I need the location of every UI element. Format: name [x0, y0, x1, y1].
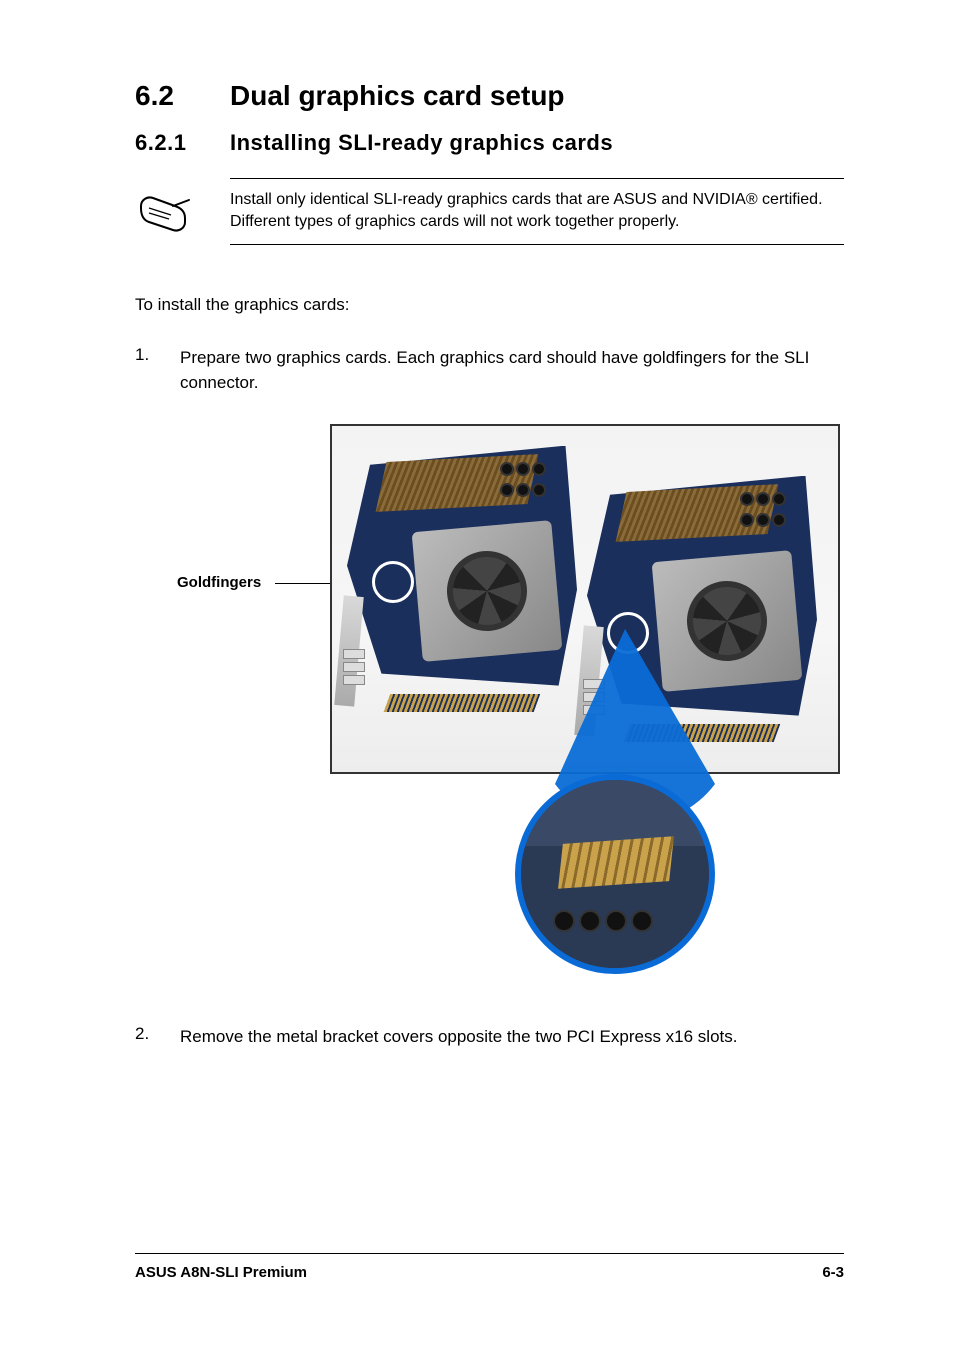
subsection-number: 6.2.1: [135, 130, 230, 156]
hand-note-icon: [135, 188, 195, 234]
gpu-card-right: [587, 476, 817, 736]
page-footer: ASUS A8N-SLI Premium 6-3: [135, 1253, 844, 1281]
section-heading: 6.2 Dual graphics card setup: [135, 80, 844, 112]
subsection-heading: 6.2.1 Installing SLI-ready graphics card…: [135, 130, 844, 156]
goldfinger-highlight-left: [372, 561, 414, 603]
step-number: 1.: [135, 345, 180, 396]
section-number: 6.2: [135, 80, 230, 112]
zoom-inset-goldfingers: [515, 774, 715, 974]
step-2: 2. Remove the metal bracket covers oppos…: [135, 1024, 844, 1050]
note-text: Install only identical SLI-ready graphic…: [230, 178, 844, 245]
note-icon-column: [135, 178, 230, 239]
footer-product: ASUS A8N-SLI Premium: [135, 1264, 307, 1281]
figure-goldfingers: Goldfingers: [135, 424, 844, 984]
manual-page: 6.2 Dual graphics card setup 6.2.1 Insta…: [0, 0, 954, 1351]
footer-page-number: 6-3: [822, 1264, 844, 1281]
figure-label: Goldfingers: [177, 574, 261, 591]
photo-graphics-cards: [330, 424, 840, 774]
figure-label-leader-line: [275, 583, 330, 584]
step-1: 1. Prepare two graphics cards. Each grap…: [135, 345, 844, 396]
subsection-title: Installing SLI-ready graphics cards: [230, 130, 613, 156]
step-text: Remove the metal bracket covers opposite…: [180, 1024, 844, 1050]
step-text: Prepare two graphics cards. Each graphic…: [180, 345, 844, 396]
step-number: 2.: [135, 1024, 180, 1050]
note-callout: Install only identical SLI-ready graphic…: [135, 178, 844, 245]
zoom-goldfingers: [558, 836, 674, 889]
goldfinger-highlight-right: [607, 612, 649, 654]
intro-text: To install the graphics cards:: [135, 293, 844, 317]
section-title: Dual graphics card setup: [230, 80, 565, 112]
